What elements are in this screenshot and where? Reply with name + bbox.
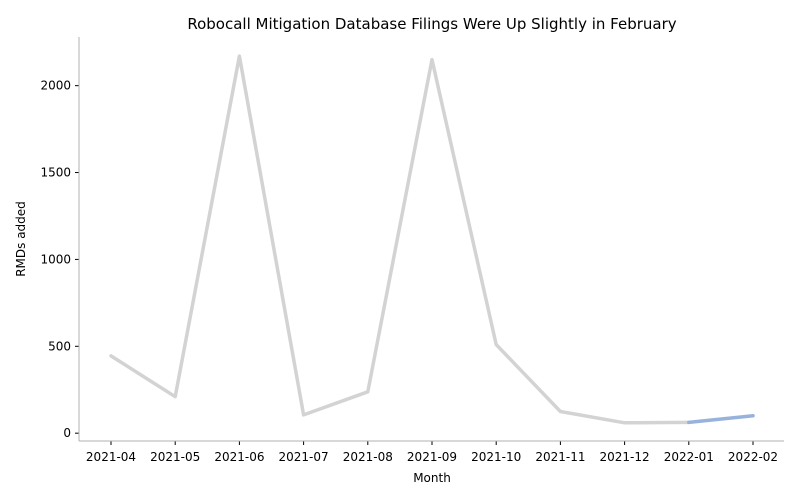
x-tick-label: 2021-06 [214,450,264,464]
x-axis-label: Month [413,471,451,485]
x-axis: 2021-04 2021-05 2021-06 2021-07 2021-08 2021-… [86,441,778,464]
x-tick-label: 2021-12 [600,450,650,464]
y-tick-label: 2000 [40,79,71,93]
x-tick-label: 2021-04 [86,450,136,464]
y-tick-label: 1000 [40,252,71,266]
y-tick-label: 0 [63,426,71,440]
series-line-history [109,54,691,425]
x-tick-label: 2021-05 [150,450,200,464]
x-tick-label: 2021-09 [407,450,457,464]
series-layer [109,54,755,425]
x-tick-label: 2022-02 [728,450,778,464]
x-tick-label: 2021-10 [471,450,521,464]
y-axis-label: RMDs added [14,201,28,277]
chart-title: Robocall Mitigation Database Filings Wer… [187,15,676,33]
x-tick-label: 2021-08 [343,450,393,464]
y-tick-label: 1500 [40,166,71,180]
y-tick-label: 500 [48,339,71,353]
x-tick-label: 2021-07 [279,450,329,464]
x-tick-label: 2021-11 [535,450,585,464]
series-line-recent [687,414,755,425]
y-axis: 0 500 1000 1500 2000 [40,79,79,440]
x-tick-label: 2022-01 [664,450,714,464]
